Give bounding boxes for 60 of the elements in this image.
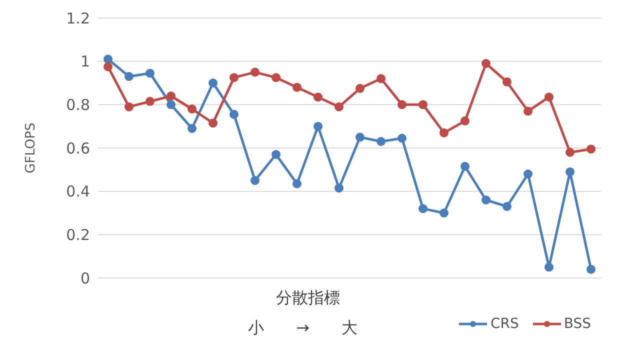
point <box>356 84 364 93</box>
point <box>398 100 406 110</box>
y-tick-label: 0.6 <box>66 139 90 158</box>
point <box>418 100 428 110</box>
point <box>188 104 196 114</box>
point <box>314 92 322 102</box>
y-tick-label: 0.2 <box>66 226 90 244</box>
point <box>208 78 218 88</box>
legend-label: CRS <box>490 316 519 332</box>
point <box>482 59 490 68</box>
point <box>124 102 134 112</box>
point <box>250 176 260 185</box>
point <box>502 202 512 211</box>
point <box>166 92 176 100</box>
point <box>272 73 280 82</box>
point <box>418 204 428 214</box>
point <box>544 92 554 102</box>
point <box>230 73 238 82</box>
y-axis-title: GFLOPS <box>24 122 39 174</box>
point <box>314 122 322 131</box>
point <box>586 264 596 274</box>
y-tick-label: 0.4 <box>66 182 90 201</box>
point <box>398 134 406 143</box>
point <box>524 170 532 178</box>
point <box>586 144 596 154</box>
point <box>166 100 176 110</box>
x-axis-title: 分散指標 <box>276 288 340 309</box>
point <box>334 184 344 193</box>
point <box>544 262 554 272</box>
point <box>376 137 386 146</box>
point <box>272 150 280 159</box>
point <box>146 96 154 106</box>
point <box>566 148 574 157</box>
point <box>124 72 134 81</box>
point <box>104 62 112 72</box>
point <box>440 208 448 218</box>
text: 小 → 大 <box>248 318 358 339</box>
point <box>146 68 154 78</box>
point <box>440 128 448 138</box>
point <box>376 74 386 84</box>
point <box>230 110 238 119</box>
point <box>460 116 470 126</box>
point <box>356 132 364 142</box>
point <box>104 54 112 64</box>
point <box>250 68 260 77</box>
point <box>566 167 574 176</box>
legend-label: BSS <box>564 316 591 332</box>
point <box>334 102 344 112</box>
y-tick-label: 1 <box>80 52 90 71</box>
point <box>292 179 302 188</box>
point <box>502 77 512 86</box>
y-tick-label: 0 <box>80 269 90 288</box>
point <box>292 82 302 92</box>
point <box>188 124 196 133</box>
point <box>460 162 470 171</box>
point <box>482 196 490 204</box>
point <box>524 106 532 116</box>
y-tick-label: 0.8 <box>66 96 90 114</box>
point <box>208 118 218 128</box>
y-tick-label: 1.2 <box>66 9 90 28</box>
